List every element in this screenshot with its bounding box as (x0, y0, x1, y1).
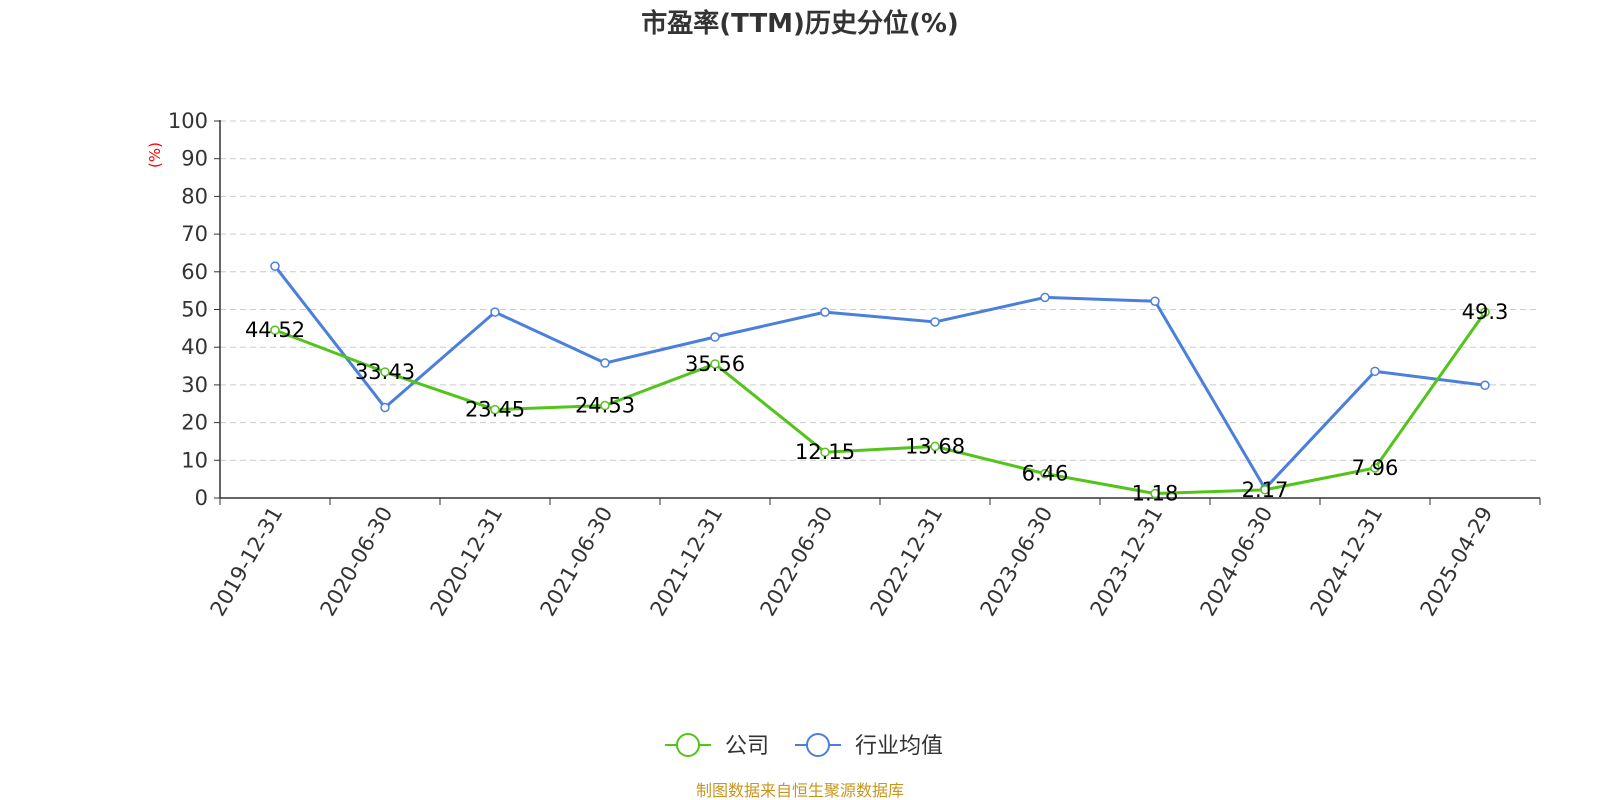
y-tick-label: 20 (181, 411, 208, 435)
legend-item-1[interactable]: 行业均值 (795, 733, 943, 759)
data-label: 6.46 (1022, 462, 1069, 486)
x-tick-label: 2024-12-31 (1306, 503, 1388, 621)
data-label: 13.68 (905, 434, 965, 458)
data-label: 35.56 (685, 352, 745, 376)
data-point-series-1 (600, 358, 610, 368)
data-label: 49.3 (1462, 300, 1509, 324)
y-tick-label: 60 (181, 260, 208, 284)
data-label: 12.15 (795, 440, 855, 464)
x-tick-label: 2022-06-30 (756, 503, 838, 621)
legend-marker-icon (806, 733, 830, 757)
data-label: 7.96 (1352, 456, 1399, 480)
legend-marker-icon (676, 733, 700, 757)
data-source-note: 制图数据来自恒生聚源数据库 (696, 781, 904, 800)
data-point-series-0 (820, 447, 830, 457)
data-point-series-1 (270, 261, 280, 271)
legend-label: 公司 (725, 734, 769, 759)
series-line-1 (273, 265, 1486, 491)
data-label: 2.17 (1242, 478, 1289, 502)
data-point-series-0 (710, 359, 720, 369)
y-tick-label: 50 (181, 298, 208, 322)
data-point-series-0 (1040, 468, 1050, 479)
y-tick-label: 70 (181, 222, 208, 246)
data-label: 24.53 (575, 394, 635, 418)
y-tick-label: 100 (168, 109, 208, 133)
data-point-series-1 (1480, 380, 1490, 391)
data-point-series-1 (1040, 292, 1050, 303)
data-point-series-0 (490, 404, 500, 415)
data-labels: 44.52 33.43 23.45 24.53 35.56 12.15 13.68 6.46 1… (245, 300, 1508, 505)
x-tick-label: 2020-12-31 (426, 503, 508, 621)
chart-title: 市盈率(TTM)历史分位(%) (641, 8, 959, 39)
data-point-series-0 (380, 367, 390, 377)
data-point-series-1 (820, 307, 830, 317)
y-tick-label: 80 (181, 184, 208, 208)
data-point-series-0 (930, 441, 940, 452)
x-tick-label: 2020-06-30 (316, 503, 398, 621)
x-tick-label: 2021-12-31 (646, 503, 728, 621)
y-axis-unit-label: (%) (146, 142, 164, 168)
series-lines (273, 265, 1487, 496)
y-tick-label: 30 (181, 373, 208, 397)
data-point-series-0 (270, 325, 280, 335)
series-line-0 (274, 311, 1487, 496)
y-tick-label: 90 (181, 147, 208, 171)
data-label: 33.43 (355, 360, 415, 384)
x-tick-label: 2024-06-30 (1196, 503, 1278, 621)
data-point-series-1 (1150, 296, 1160, 306)
legend-label: 行业均值 (855, 734, 943, 759)
grid-lines (220, 120, 1540, 461)
data-point-series-0 (1260, 485, 1270, 495)
series-points (270, 261, 1490, 499)
x-tick-label: 2021-06-30 (536, 503, 618, 621)
x-tick-label: 2022-12-31 (866, 503, 948, 621)
y-tick-label: 40 (181, 335, 208, 359)
y-axis-ticks: 0 10 20 30 40 50 60 70 80 90 100 (168, 109, 220, 510)
data-label: 1.18 (1132, 482, 1179, 506)
x-axis-ticks: 2019-12-31 2020-06-30 2020-12-31 2021-06-30… (206, 498, 1541, 621)
legend-item-0[interactable]: 公司 (665, 733, 769, 759)
legend[interactable]: 公司 行业均值 (665, 733, 943, 759)
y-tick-label: 0 (195, 486, 208, 510)
data-point-series-1 (490, 307, 500, 317)
x-tick-label: 2023-06-30 (976, 503, 1058, 621)
data-point-series-1 (710, 332, 720, 342)
y-tick-label: 10 (181, 448, 208, 472)
data-label: 23.45 (465, 398, 525, 422)
x-tick-label: 2019-12-31 (206, 503, 288, 621)
x-tick-label: 2025-04-29 (1416, 503, 1498, 621)
data-point-series-0 (600, 400, 610, 411)
data-point-series-0 (1150, 488, 1160, 499)
data-point-series-1 (1370, 366, 1380, 377)
data-label: 44.52 (245, 318, 305, 342)
data-point-series-0 (1370, 463, 1380, 473)
data-point-series-1 (380, 402, 390, 413)
x-tick-label: 2023-12-31 (1086, 503, 1168, 621)
data-point-series-0 (1480, 307, 1490, 317)
data-point-series-1 (930, 317, 940, 327)
